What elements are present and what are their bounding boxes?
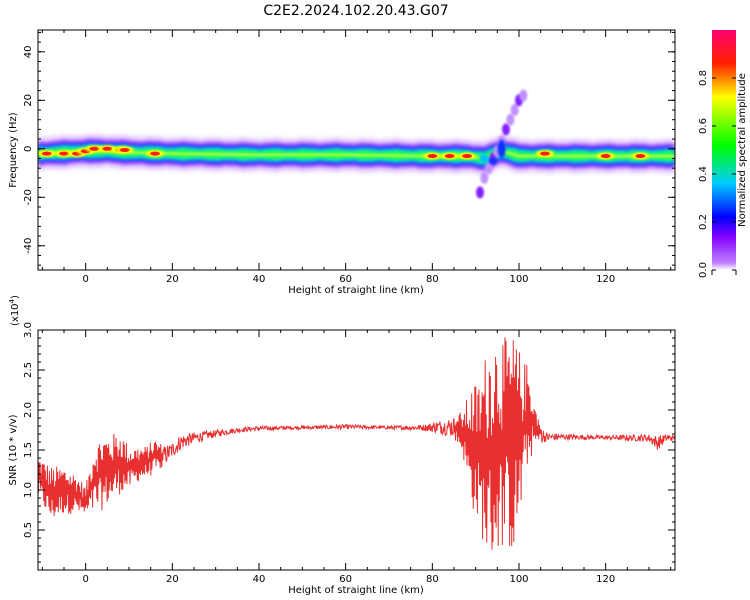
snr-xtick-label: 0 <box>82 574 88 585</box>
band-hotspot <box>150 151 160 156</box>
band-hotspot <box>41 151 52 156</box>
colorbar-tick-label: 0.0 <box>698 262 709 278</box>
spectrogram-ticks: 0 20 40 60 80 100 120 -40 -20 0 20 40 <box>23 30 675 285</box>
excursion-blob <box>476 186 484 199</box>
band-hotspot <box>427 154 438 159</box>
snr-frame <box>37 329 676 571</box>
spectrogram-xtick-label: 20 <box>166 274 179 285</box>
spectrogram-ytick-label: 40 <box>23 45 34 58</box>
excursion-blob <box>502 123 510 136</box>
colorbar-gradient <box>712 30 736 270</box>
snr-xtick-label: 120 <box>596 574 615 585</box>
snr-ytick-label: 1.0 <box>23 482 34 498</box>
snr-xtick-label: 40 <box>253 574 266 585</box>
snr-xtick-label: 20 <box>166 574 179 585</box>
excursion-blob <box>510 104 519 116</box>
snr-ytick-label: 3.0 <box>23 322 34 338</box>
colorbar-tick-label: 0.6 <box>698 118 709 134</box>
snr-ytick-label: 0.5 <box>23 522 34 538</box>
colorbar-tick-label: 0.4 <box>698 166 709 182</box>
band-hotspot <box>462 154 472 159</box>
band-hotspot <box>444 154 455 159</box>
spectrogram-xtick-label: 80 <box>426 274 439 285</box>
snr-scale-label: (x104) <box>8 295 21 326</box>
colorbar-tick-label: 0.2 <box>698 214 709 230</box>
spectrogram-ytick-label: -20 <box>23 189 34 205</box>
band-hotspot <box>119 148 130 152</box>
band-hotspot <box>635 154 646 159</box>
spectrogram-ytick-label: 20 <box>23 94 34 107</box>
excursion-blob <box>484 162 493 175</box>
band-hotspot <box>102 146 113 151</box>
excursion-blob <box>519 89 528 102</box>
snr-series-line <box>38 337 675 550</box>
band-hotspot <box>59 151 69 156</box>
snr-ytick-label: 2.0 <box>23 402 34 418</box>
spectrogram-band <box>38 89 675 199</box>
excursion-core <box>497 139 506 158</box>
band-core <box>38 150 675 160</box>
snr-xtick-label: 80 <box>426 574 439 585</box>
snr-ytick-label: 1.5 <box>23 442 34 458</box>
snr-panel: 0 20 40 60 80 100 120 0.5 1.0 1.5 2.0 2.5 3.0 Height… <box>8 295 676 596</box>
snr-xtick-label: 100 <box>509 574 528 585</box>
spectrogram-panel: 0 20 40 60 80 100 120 -40 -20 0 20 40 Height of str… <box>8 29 676 296</box>
snr-ylabel: SNR (10 * v/v) <box>8 414 19 485</box>
figure-title: C2E2.2024.102.20.43.G07 <box>263 3 448 19</box>
excursion-core <box>479 154 490 163</box>
spectrogram-ytick-label: -40 <box>23 238 34 254</box>
band-hotspot <box>540 151 550 156</box>
spectrogram-xtick-label: 100 <box>509 274 528 285</box>
excursion-blob <box>506 113 515 126</box>
band-hotspot <box>89 146 100 151</box>
snr-ytick-label: 2.5 <box>23 362 34 378</box>
excursion-core <box>489 157 497 164</box>
colorbar-label: Normalized spectral amplitude <box>737 73 748 227</box>
snr-line <box>38 337 675 550</box>
spectrogram-ytick-label: 0 <box>23 146 34 152</box>
snr-ticks: 0 20 40 60 80 100 120 0.5 1.0 1.5 2.0 2.5 3.0 <box>23 322 675 585</box>
colorbar-ticks: 0.0 0.2 0.4 0.6 0.8 <box>698 70 737 278</box>
spectrogram-xlabel: Height of straight line (km) <box>288 285 424 296</box>
excursion-blob <box>480 171 489 184</box>
colorbar-tick-label: 0.8 <box>698 70 709 86</box>
spectrogram-xtick-label: 60 <box>339 274 352 285</box>
spectrogram-frame <box>37 29 676 271</box>
snr-xlabel: Height of straight line (km) <box>288 585 424 596</box>
spectrogram-xtick-label: 40 <box>253 274 266 285</box>
spectrogram-ylabel: Frequency (Hz) <box>8 112 19 188</box>
spectrogram-xtick-label: 120 <box>596 274 615 285</box>
colorbar: 0.0 0.2 0.4 0.6 0.8 Normalized spectral ampl… <box>698 30 748 278</box>
snr-xtick-label: 60 <box>339 574 352 585</box>
spectrogram-xtick-label: 0 <box>82 274 88 285</box>
band-hotspot <box>600 154 611 159</box>
